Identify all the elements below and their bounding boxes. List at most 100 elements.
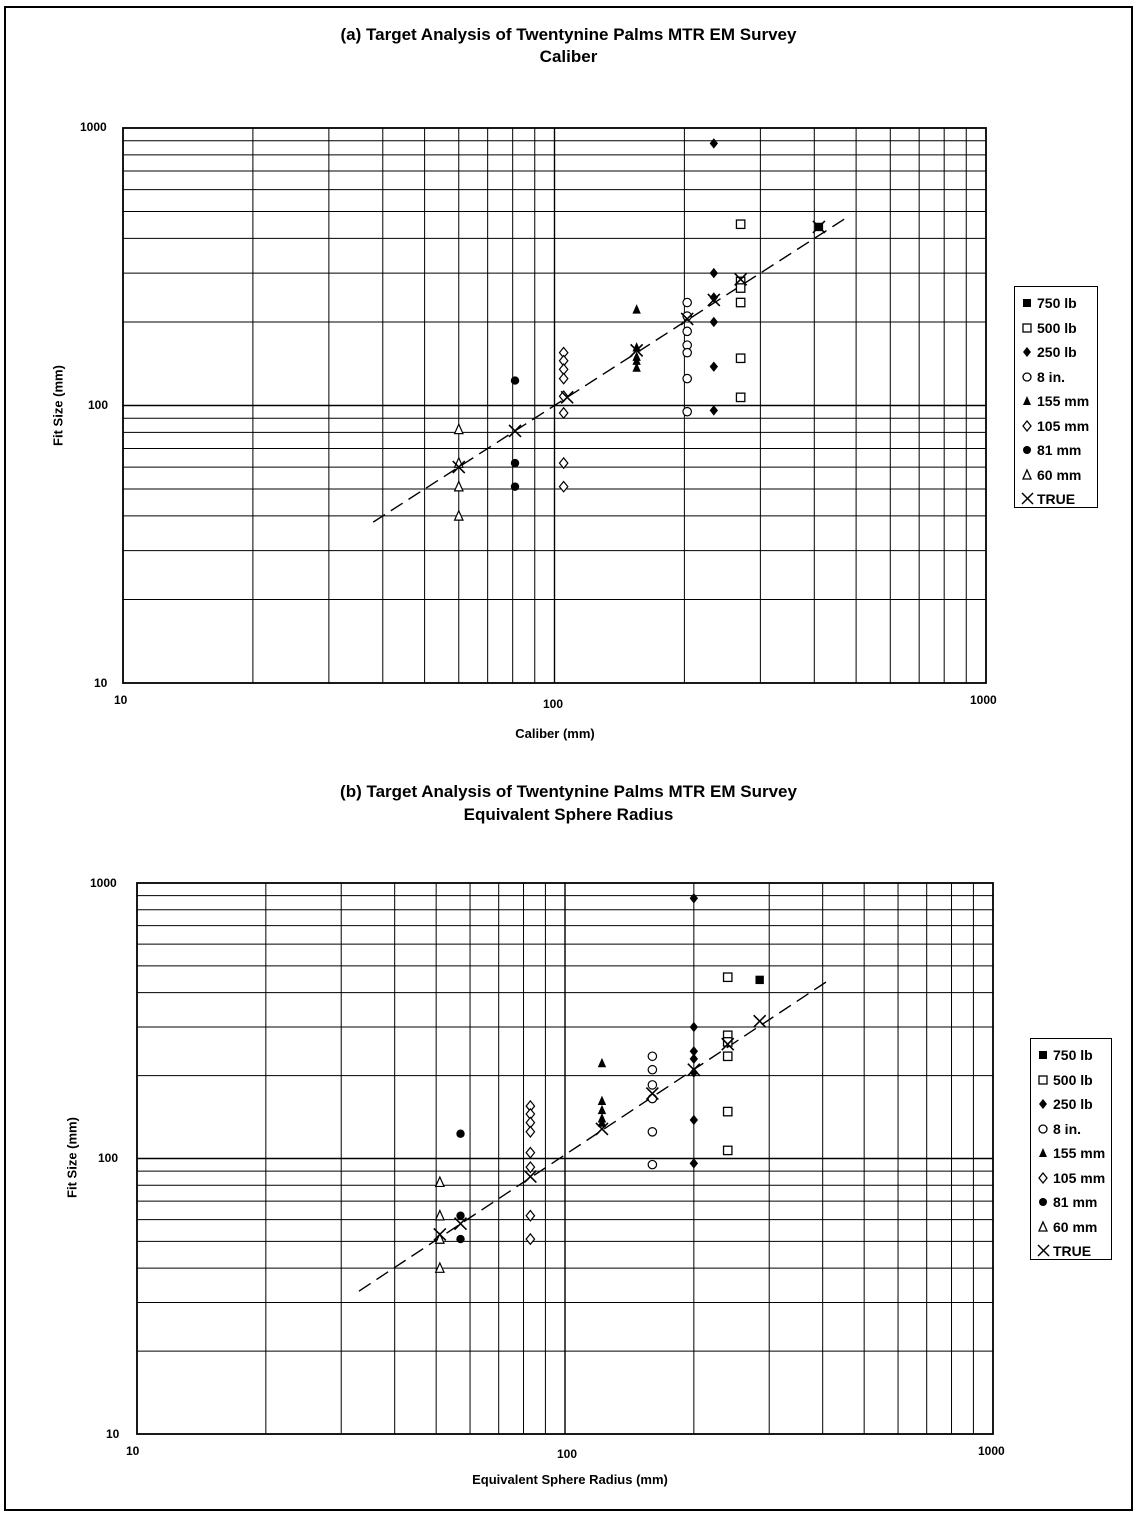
chart-b-title: (b) Target Analysis of Twentynine Palms … [340,782,797,801]
chart-b-point [689,1046,699,1057]
chart-b-ytick-100: 100 [98,1151,119,1165]
chart-a-point [682,311,692,321]
chart-a-series-8-in- [682,297,692,417]
chart-a-xtick-1000: 1000 [970,693,997,707]
chart-a-series-105-mm [558,346,569,493]
legend-b-item-8in: 8 in. [1037,1117,1105,1142]
chart-b-point [689,1053,699,1065]
chart-b-point [434,1209,445,1221]
chart-b-point [525,1209,536,1222]
legend-a-item-155mm: 155 mm [1021,389,1091,414]
chart-a-point [682,326,692,337]
chart-a-series-250-lb [709,138,719,416]
chart-b-point [753,1014,767,1028]
legend-b-item-true: TRUE [1037,1239,1105,1264]
chart-b-point [523,1169,537,1184]
chart-b-point [689,893,699,904]
chart-b-series-105-mm [525,1099,536,1246]
chart-b-point [453,1217,468,1231]
figure-frame [4,6,1133,1511]
chart-a-ytick-100: 100 [88,398,109,412]
chart-a-plot [122,127,987,684]
chart-a-series-60-mm [453,422,464,521]
chart-a-point [453,509,464,521]
chart-b-point [689,1114,699,1126]
chart-a-point [453,422,464,435]
chart-b-ytick-10: 10 [106,1427,120,1441]
legend-label: 105 mm [1053,1169,1106,1186]
chart-a-point [632,304,641,314]
chart-b-series-155-mm [597,1057,607,1127]
chart-a-point [812,220,826,234]
chart-b-xtick-10: 10 [126,1444,140,1458]
chart-b-point [721,1037,735,1051]
chart-a-trend-line [372,215,849,523]
x-mark-icon [1021,492,1034,505]
chart-b-point [689,1158,699,1169]
square-filled-icon [1023,299,1031,308]
chart-a-xtick-10: 10 [114,693,128,707]
diamond-filled-icon [1023,347,1031,358]
chart-b-point [597,1104,607,1115]
chart-a-point [735,297,746,308]
legend-b-item-155mm: 155 mm [1037,1141,1105,1166]
chart-a-point [709,267,719,279]
chart-b-point [647,1064,658,1075]
chart-a-point [453,479,464,492]
chart-a-point [735,219,746,230]
chart-b-point [525,1125,536,1138]
chart-a-point [510,482,520,491]
legend-label: 81 mm [1053,1194,1098,1210]
chart-b-point [689,1021,699,1033]
chart-b-ytick-1000: 1000 [90,876,117,890]
chart-a-gridlines [123,128,986,683]
diamond-open-icon [1022,419,1032,432]
chart-b-point [689,1067,699,1078]
chart-b-point [525,1161,536,1174]
chart-a-point [510,376,520,385]
chart-b-series-8-in- [647,1051,658,1170]
chart-a-xtick-100: 100 [543,697,564,711]
chart-b-point [647,1051,658,1062]
chart-a-point [707,293,721,307]
chart-b-plot-border [136,882,994,1435]
legend-a-item-250lb: 250 lb [1021,340,1091,365]
chart-b-series-60-mm [434,1175,445,1273]
chart-a-point [735,353,746,364]
chart-b-point [647,1080,658,1090]
diamond-filled-icon [1039,1099,1047,1110]
triangle-filled-icon [1023,396,1031,406]
legend-label: 155 mm [1053,1145,1106,1161]
legend-label: TRUE [1037,491,1076,507]
chart-a-point [632,362,641,372]
legend-label: 750 lb [1053,1047,1093,1063]
chart-a-point [735,392,746,403]
chart-b-xtick-100: 100 [557,1447,578,1461]
chart-b-point [525,1146,536,1159]
chart-b-xtick-1000: 1000 [978,1444,1005,1458]
chart-a-point [709,361,719,372]
chart-a-point [709,138,719,149]
chart-b-legend: 750 lb 500 lb 250 lb 8 in. 155 mm 105 mm… [1030,1038,1112,1260]
legend-b-item-750lb: 750 lb [1037,1043,1105,1068]
legend-b-item-250lb: 250 lb [1037,1092,1105,1117]
legend-label: 155 mm [1037,393,1090,409]
legend-label: 500 lb [1037,319,1077,336]
chart-a-point [558,406,569,420]
chart-b-point [647,1127,658,1137]
chart-b-point [434,1232,445,1244]
legend-label: 60 mm [1053,1218,1098,1235]
chart-b-x-axis-label: Equivalent Sphere Radius (mm) [472,1472,668,1487]
chart-b-series-250-lb [689,893,699,1169]
triangle-open-icon [1037,1220,1049,1232]
chart-a-point [682,347,692,358]
square-open-icon [1038,1075,1048,1085]
legend-label: 60 mm [1037,466,1082,483]
legend-a-item-81mm: 81 mm [1021,438,1091,463]
chart-a-series-81-mm [510,376,520,491]
chart-b-subtitle: Equivalent Sphere Radius [463,805,674,824]
chart-b-point [687,1063,701,1077]
chart-a-point [735,283,746,293]
chart-b-trend-line [358,980,828,1292]
